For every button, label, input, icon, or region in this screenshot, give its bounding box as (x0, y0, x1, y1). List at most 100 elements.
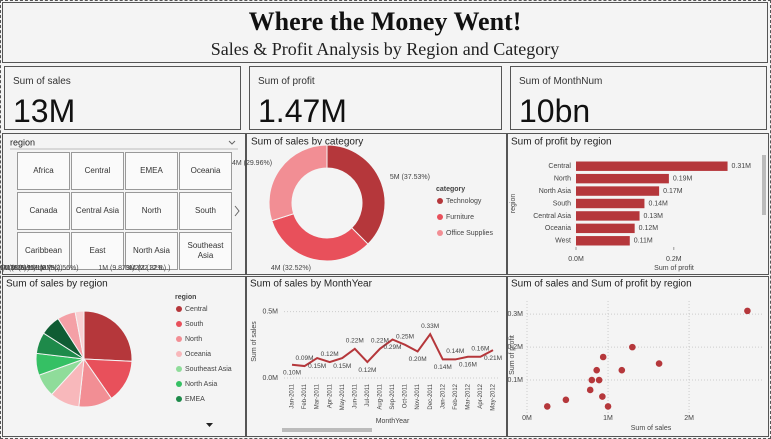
legend-more[interactable] (206, 423, 213, 427)
slicer-button[interactable]: EMEA (125, 152, 178, 190)
data-label: 0.09M (296, 355, 314, 362)
data-label: 0.11M (634, 238, 653, 245)
legend-label: North (185, 336, 202, 343)
slicer-title: region (10, 137, 35, 147)
x-tick-label: Sep-2011 (390, 383, 396, 409)
bar (576, 198, 645, 209)
dropdown-chevron[interactable] (228, 140, 236, 145)
data-label: 4M (32.52%) (271, 265, 311, 272)
x-tick-label: Dec-2011 (428, 383, 434, 409)
bar (576, 223, 635, 234)
scrollbar[interactable] (282, 428, 372, 432)
data-label: 0.22M (371, 338, 389, 345)
point (744, 307, 751, 315)
data-label: 1M (6.38%) (0, 265, 26, 272)
chart-title: Sum of sales by category (251, 137, 363, 148)
y-tick-label: 0.5M (262, 308, 278, 315)
data-label: 0.21M (484, 355, 502, 362)
y-tick-label: South (553, 200, 571, 207)
legend-marker (176, 366, 182, 372)
slicer-button[interactable]: Caribbean (17, 232, 70, 270)
y-tick-label: North Asia (539, 188, 571, 195)
data-label: 1M (5.95%) (7, 265, 43, 272)
x-tick-label: May-2012 (491, 383, 497, 410)
slice (326, 144, 386, 245)
x-tick-label: Jan-2011 (290, 383, 296, 408)
data-label: 0.14M (648, 200, 668, 207)
y-tick-label: West (555, 238, 571, 245)
data-label: 1M (5...) (37, 265, 63, 272)
next-arrow[interactable] (234, 205, 240, 217)
legend-marker (437, 230, 443, 236)
kpi-card: Sum of profit 1.47M (249, 66, 502, 130)
data-label: 1M (6.2%) (0, 265, 29, 272)
data-label: 5M (37.53%) (390, 174, 430, 181)
data-label: 0.14M (446, 348, 464, 355)
y-tick-label: 0.1M (507, 377, 523, 384)
chart-title: Sum of sales and Sum of profit by region (511, 279, 692, 290)
slicer-button[interactable]: Central Asia (71, 192, 124, 230)
x-tick-label: Nov-2011 (415, 383, 421, 409)
x-tick-label: Feb-2011 (302, 383, 308, 409)
scrollbar[interactable] (762, 155, 766, 215)
chart-title: Sum of sales by MonthYear (250, 279, 373, 290)
data-label: 0.20M (409, 356, 427, 363)
point (599, 393, 606, 400)
bar (576, 211, 640, 221)
title: Where the Money Went! (248, 7, 522, 36)
bar (576, 173, 669, 184)
x-axis-title: Sum of profit (654, 265, 694, 272)
point (595, 376, 603, 384)
y-tick-label: 0.2M (507, 344, 523, 351)
bar (576, 161, 728, 171)
slicer-button[interactable]: Africa (17, 152, 70, 190)
x-tick-label: 2M (684, 415, 694, 422)
data-label: 0.33M (421, 323, 439, 330)
point (562, 396, 570, 404)
slicer-button[interactable]: North Asia (125, 232, 178, 270)
legend-label: Southeast Asia (185, 366, 232, 373)
x-axis-title: MonthYear (376, 418, 410, 425)
point (629, 343, 636, 351)
legend-title: region (175, 294, 196, 301)
data-label: 4M (29.96%) (232, 160, 272, 167)
slicer-button[interactable]: East (71, 232, 124, 270)
legend-label: Oceania (185, 351, 211, 358)
data-label: 0.12M (639, 225, 659, 232)
legend-label: Central (185, 306, 208, 313)
subtitle: Sales & Profit Analysis by Region and Ca… (210, 39, 560, 59)
data-label: 0.16M (471, 345, 489, 352)
data-label: 0.16M (459, 361, 477, 368)
y-axis-title: Sum of profit (509, 335, 516, 375)
legend-marker (176, 321, 182, 327)
y-tick-label: 0.3M (507, 311, 523, 318)
slicer-button[interactable]: North (125, 192, 178, 230)
data-label: 1M (9.87%) (98, 265, 134, 272)
legend-marker (176, 306, 182, 312)
slicer-button[interactable]: Southeast Asia (179, 232, 232, 270)
legend-marker (176, 396, 182, 402)
card-value: 10bn (519, 93, 591, 129)
data-label: 0.10M (283, 369, 301, 376)
point (593, 366, 600, 374)
slicer-button[interactable]: South (179, 192, 232, 230)
card-label: Sum of profit (258, 76, 315, 87)
slicer-button[interactable]: Oceania (179, 152, 232, 190)
card-label: Sum of sales (13, 76, 71, 87)
slicer-button[interactable]: Canada (17, 192, 70, 230)
panel (246, 276, 507, 437)
card-label: Sum of MonthNum (519, 76, 603, 87)
y-axis-title: region (510, 194, 517, 214)
x-tick-label: 0.0M (568, 256, 584, 263)
data-label: 0.13M (644, 213, 664, 220)
slice (271, 213, 369, 262)
bar (576, 186, 660, 196)
point (543, 403, 551, 410)
point (604, 403, 612, 410)
x-tick-label: Apr-2011 (327, 383, 333, 408)
x-tick-label: 0M (522, 415, 532, 422)
chart-title: Sum of profit by region (511, 137, 612, 148)
slicer-button[interactable]: Central (71, 152, 124, 190)
